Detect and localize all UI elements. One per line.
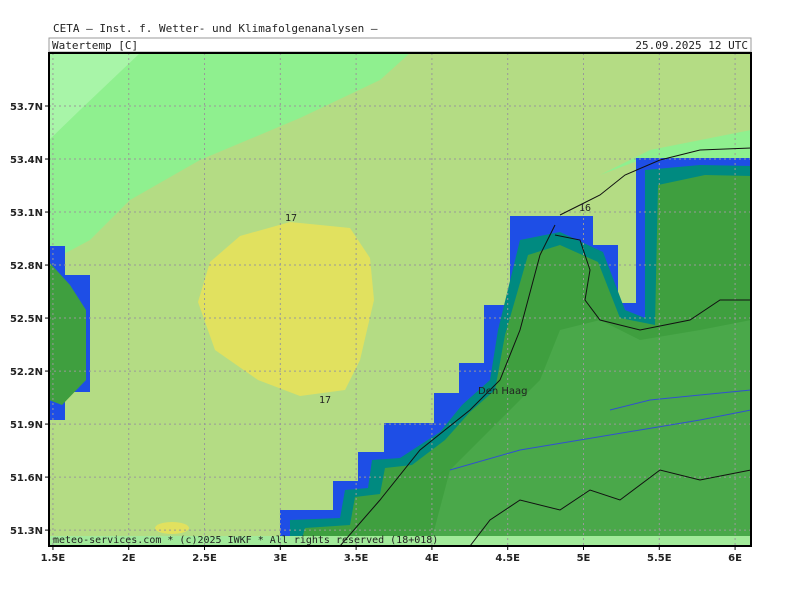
x-tick-label: 3E bbox=[273, 553, 287, 564]
map-fields bbox=[49, 53, 751, 546]
map-frame bbox=[48, 52, 752, 547]
x-tick-label: 6E bbox=[728, 553, 742, 564]
y-tick-label: 53.1N bbox=[10, 208, 43, 219]
contour-label: 17 bbox=[319, 395, 331, 406]
y-tick-label: 53.7N bbox=[10, 102, 43, 113]
source-title: CETA — Inst. f. Wetter- und Klimafolgena… bbox=[53, 22, 378, 35]
x-tick-label: 5E bbox=[577, 553, 591, 564]
y-tick-label: 51.9N bbox=[10, 420, 43, 431]
y-tick-label: 51.6N bbox=[10, 473, 43, 484]
y-tick-label: 51.3N bbox=[10, 526, 43, 537]
x-tick-label: 4E bbox=[425, 553, 439, 564]
y-tick-label: 53.4N bbox=[10, 155, 43, 166]
footer: meteo-services.com * (c)2025 IWKF * All … bbox=[53, 535, 438, 546]
parameter: Watertemp [C] bbox=[52, 39, 138, 52]
x-tick-label: 3.5E bbox=[344, 553, 369, 564]
x-tick-label: 2.5E bbox=[192, 553, 217, 564]
x-tick-label: 2E bbox=[122, 553, 136, 564]
contour-label: 16 bbox=[579, 203, 591, 214]
coastlines bbox=[339, 147, 751, 546]
y-tick-label: 52.2N bbox=[10, 367, 43, 378]
x-tick-label: 5.5E bbox=[647, 553, 672, 564]
x-tick-label: 1.5E bbox=[41, 553, 66, 564]
x-tick-label: 4.5E bbox=[495, 553, 520, 564]
y-tick-label: 52.5N bbox=[10, 314, 43, 325]
valid-time: 25.09.2025 12 UTC bbox=[635, 39, 748, 52]
y-tick-label: 52.8N bbox=[10, 261, 43, 272]
place-label: Den Haag bbox=[478, 386, 528, 397]
contour-label: 17 bbox=[285, 213, 297, 224]
